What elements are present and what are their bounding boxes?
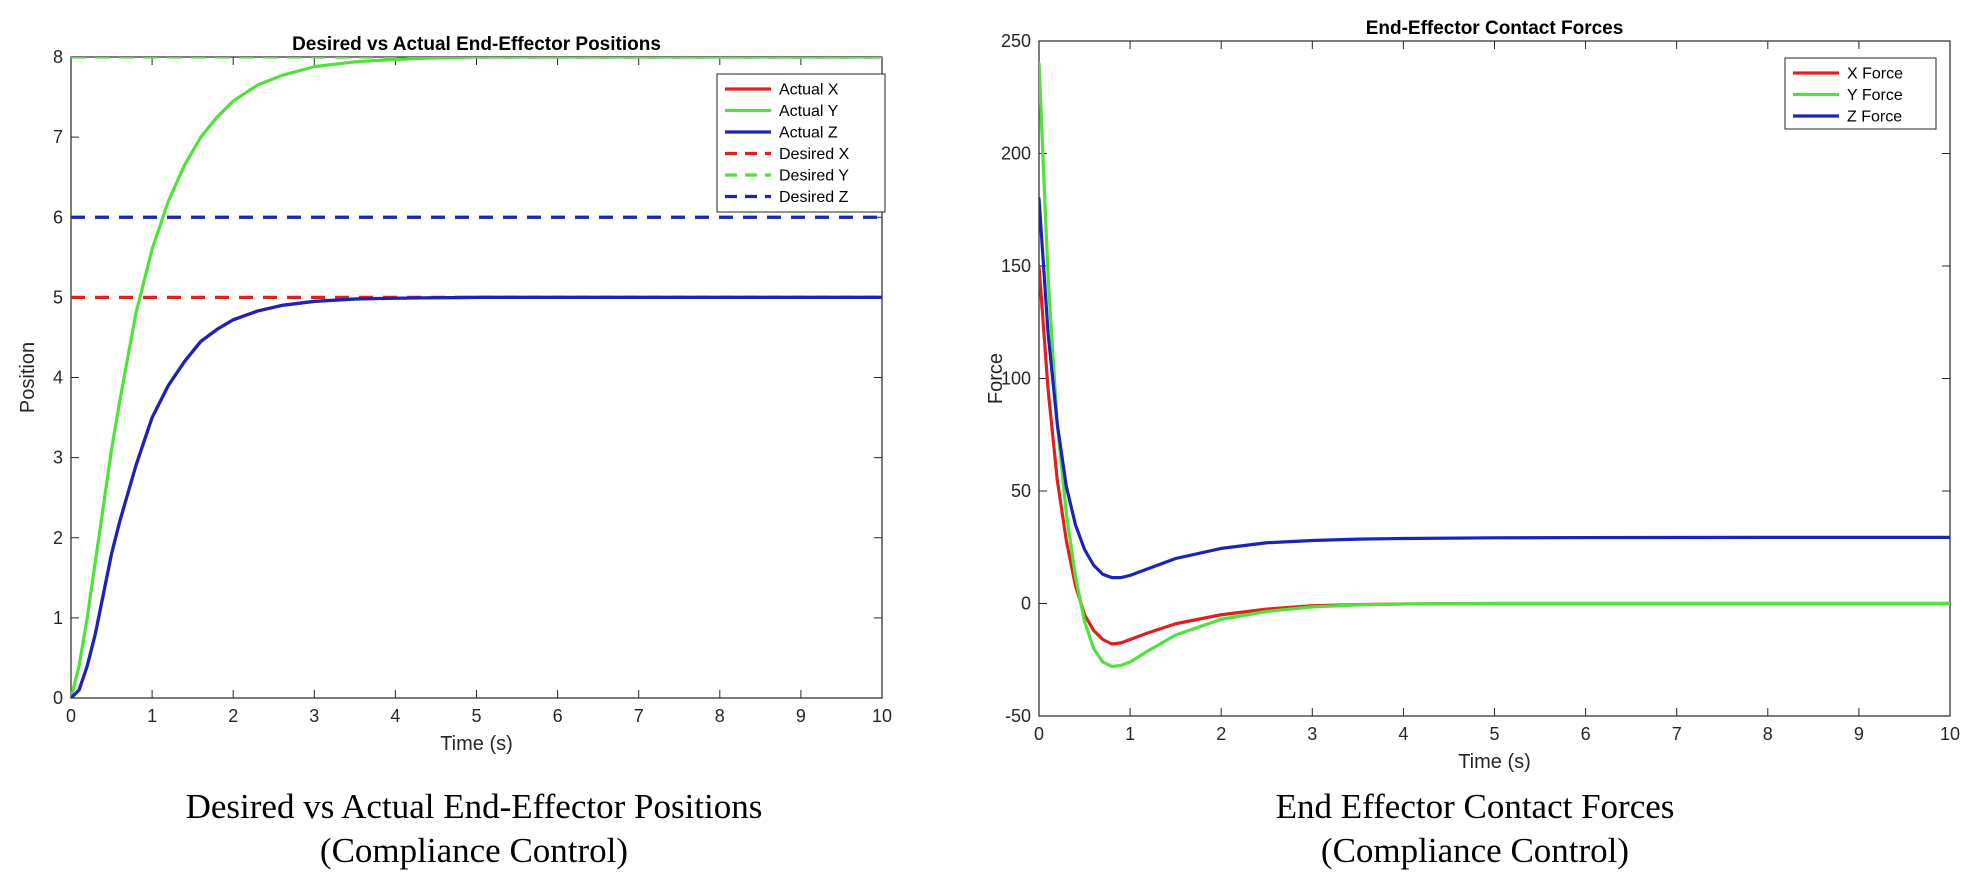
legend-box bbox=[716, 73, 886, 213]
x-tick-label: 10 bbox=[1940, 724, 1960, 744]
y-tick-label: 8 bbox=[53, 47, 63, 67]
x-tick-label: 5 bbox=[1489, 724, 1499, 744]
plot-area bbox=[1038, 40, 1951, 717]
x-tick-label: 3 bbox=[1307, 724, 1317, 744]
positions-chart: 0 1 2 3 4 5 6 7 8 9 10 0 1 2 3 4 5 6 7 8 Desired vs Actual E… bbox=[17, 34, 892, 755]
x-tick-label: 4 bbox=[390, 706, 400, 726]
caption-left-line2: (Compliance Control) bbox=[320, 831, 628, 870]
caption-right-line2: (Compliance Control) bbox=[1321, 831, 1629, 870]
y-tick-label: 5 bbox=[53, 287, 63, 307]
x-tick-label: 0 bbox=[1034, 724, 1044, 744]
x-tick-label: 8 bbox=[1763, 724, 1773, 744]
y-tick-label: 0 bbox=[1021, 594, 1031, 614]
x-tick-label: 10 bbox=[872, 706, 892, 726]
legend-entry: Desired Z bbox=[779, 189, 849, 206]
legend-entry: Z Force bbox=[1847, 109, 1902, 126]
x-tick-label: 5 bbox=[471, 706, 481, 726]
series-line-actual-z bbox=[71, 295, 882, 698]
y-axis-label: Position bbox=[17, 342, 39, 413]
x-tick-label: 2 bbox=[228, 706, 238, 726]
y-tick-label: 50 bbox=[1011, 481, 1031, 501]
y-tick-label: 2 bbox=[53, 528, 63, 548]
y-tick-label: 0 bbox=[53, 688, 63, 708]
x-tick-label: 7 bbox=[1672, 724, 1682, 744]
x-tick-label: 9 bbox=[796, 706, 806, 726]
y-tick-label: 250 bbox=[1001, 31, 1031, 51]
legend-entry: X Force bbox=[1847, 66, 1903, 83]
y-tick-label: 3 bbox=[53, 448, 63, 468]
series-group bbox=[71, 57, 882, 698]
y-axis-label: Force bbox=[985, 353, 1007, 404]
x-tick-label: 2 bbox=[1216, 724, 1226, 744]
legend-entry: Actual Y bbox=[779, 103, 839, 120]
caption-right-line1: End Effector Contact Forces bbox=[1276, 787, 1675, 826]
x-tick-label: 1 bbox=[1125, 724, 1135, 744]
y-tick-label: -50 bbox=[1005, 706, 1031, 726]
chart-title: End-Effector Contact Forces bbox=[1366, 18, 1624, 39]
x-tick-label: 8 bbox=[715, 706, 725, 726]
legend-entry: Desired X bbox=[779, 146, 850, 163]
legend-entry: Actual X bbox=[779, 82, 839, 99]
series-line-y-force bbox=[1039, 61, 1950, 669]
x-tick-label: 4 bbox=[1398, 724, 1408, 744]
y-tick-label: 6 bbox=[53, 207, 63, 227]
chart-title: Desired vs Actual End-Effector Positions bbox=[292, 34, 661, 55]
y-tick-label: 4 bbox=[53, 368, 63, 388]
y-tick-label: 1 bbox=[53, 608, 63, 628]
x-tick-label: 6 bbox=[553, 706, 563, 726]
caption-left-line1: Desired vs Actual End-Effector Positions bbox=[186, 787, 763, 826]
y-tick-label: 200 bbox=[1001, 144, 1031, 164]
x-tick-label: 6 bbox=[1581, 724, 1591, 744]
y-tick-label: 7 bbox=[53, 127, 63, 147]
x-tick-label: 7 bbox=[634, 706, 644, 726]
legend-entry: Desired Y bbox=[779, 168, 849, 185]
x-tick-label: 3 bbox=[309, 706, 319, 726]
series-line-z-force bbox=[1039, 196, 1950, 580]
legend-entry: Y Force bbox=[1847, 87, 1903, 104]
x-tick-label: 9 bbox=[1854, 724, 1864, 744]
x-tick-label: 1 bbox=[147, 706, 157, 726]
series-group bbox=[1039, 61, 1950, 669]
series-line-actual-y bbox=[71, 57, 882, 698]
forces-chart: 0 1 2 3 4 5 6 7 8 9 10-50050100150200250End-Effect… bbox=[985, 18, 1960, 773]
x-axis-label: Time (s) bbox=[440, 733, 513, 755]
y-tick-label: 100 bbox=[1001, 369, 1031, 389]
x-tick-label: 0 bbox=[66, 706, 76, 726]
y-tick-label: 150 bbox=[1001, 256, 1031, 276]
legend-entry: Actual Z bbox=[779, 125, 838, 142]
x-axis-label: Time (s) bbox=[1458, 751, 1531, 773]
